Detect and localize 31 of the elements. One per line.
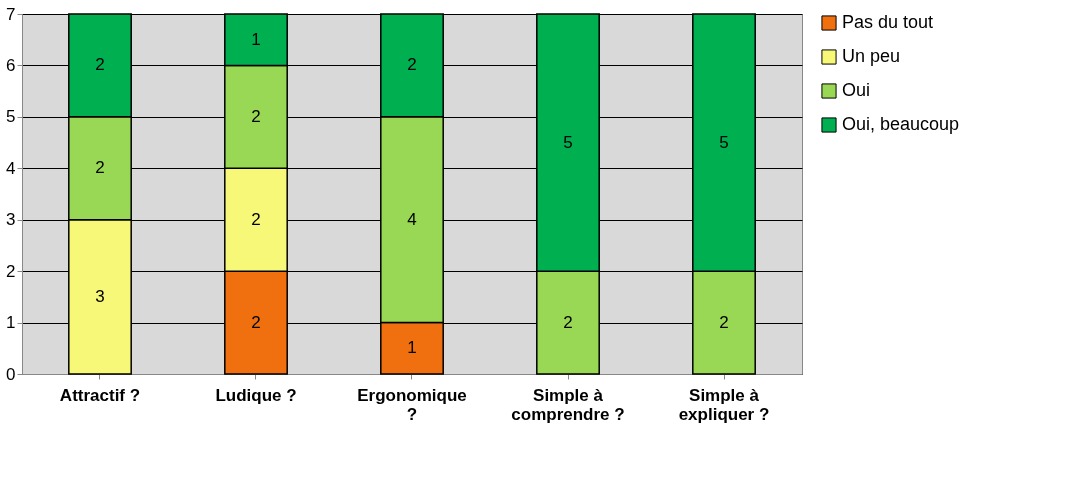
data-label: 5 [719, 132, 729, 152]
data-label: 2 [407, 55, 417, 75]
y-tick-label: 5 [6, 107, 16, 127]
data-label: 2 [95, 55, 105, 75]
data-label: 2 [251, 106, 261, 126]
y-tick-label: 6 [6, 55, 16, 75]
data-label: 2 [251, 209, 261, 229]
legend-label: Pas du tout [842, 12, 934, 32]
y-tick-label: 0 [6, 364, 16, 384]
y-tick-label: 1 [6, 313, 16, 333]
data-label: 4 [407, 209, 417, 229]
data-label: 1 [251, 29, 261, 49]
y-tick-label: 4 [6, 158, 16, 178]
x-tick-label: Ergonomique ? [357, 385, 467, 424]
x-tick-label: Ludique ? [215, 385, 297, 405]
data-label: 3 [95, 286, 105, 306]
data-label: 2 [251, 312, 261, 332]
x-tick-label: Simple à expliquer ? [678, 385, 770, 424]
x-tick-label: Simple à comprendre ? [511, 385, 625, 424]
legend-label: Un peu [842, 46, 901, 66]
y-tick-label: 2 [6, 261, 16, 281]
x-tick-label: Attractif ? [59, 385, 141, 405]
data-label: 2 [95, 158, 105, 178]
data-label: 5 [563, 132, 573, 152]
legend-label: Oui [842, 80, 871, 100]
y-tick-label: 7 [6, 4, 16, 24]
data-label: 1 [407, 338, 417, 358]
data-label: 2 [719, 312, 729, 332]
data-label: 2 [563, 312, 573, 332]
y-tick-label: 3 [6, 210, 16, 230]
legend-label: Oui, beaucoup [842, 114, 960, 134]
